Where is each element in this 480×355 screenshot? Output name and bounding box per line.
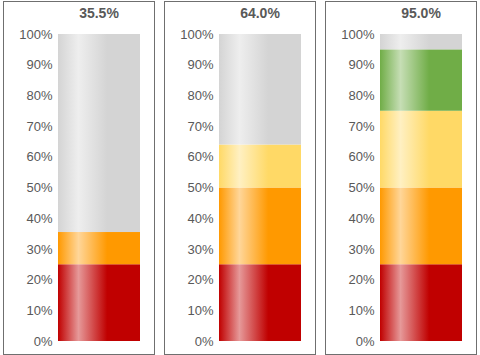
svg-text:90%: 90%	[26, 57, 52, 72]
svg-text:40%: 40%	[348, 211, 374, 226]
svg-text:90%: 90%	[187, 57, 213, 72]
svg-text:100%: 100%	[19, 27, 53, 42]
html-text:64.0%: 64.0%	[240, 5, 280, 21]
svg-text:40%: 40%	[26, 211, 52, 226]
svg-text:20%: 20%	[348, 272, 374, 287]
svg-text:60%: 60%	[348, 149, 374, 164]
svg-text:100%: 100%	[341, 27, 375, 42]
svg-text:40%: 40%	[187, 211, 213, 226]
html-text:35.5%: 35.5%	[79, 5, 119, 21]
svg-text:80%: 80%	[348, 88, 374, 103]
svg-text:10%: 10%	[187, 303, 213, 318]
svg-text:10%: 10%	[26, 303, 52, 318]
svg-text:100%: 100%	[180, 27, 214, 42]
svg-text:80%: 80%	[26, 88, 52, 103]
svg-text:30%: 30%	[348, 242, 374, 257]
svg-text:10%: 10%	[348, 303, 374, 318]
svg-text:80%: 80%	[187, 88, 213, 103]
svg-text:60%: 60%	[26, 149, 52, 164]
svg-text:50%: 50%	[348, 180, 374, 195]
svg-text:30%: 30%	[187, 242, 213, 257]
svg-text:20%: 20%	[187, 272, 213, 287]
svg-text:50%: 50%	[187, 180, 213, 195]
svg-text:70%: 70%	[348, 119, 374, 134]
svg-text:20%: 20%	[26, 272, 52, 287]
svg-text:70%: 70%	[26, 119, 52, 134]
svg-text:0%: 0%	[356, 334, 375, 349]
svg-text:70%: 70%	[187, 119, 213, 134]
svg-text:0%: 0%	[195, 334, 214, 349]
svg-text:50%: 50%	[26, 180, 52, 195]
svg-text:90%: 90%	[348, 57, 374, 72]
svg-text:60%: 60%	[187, 149, 213, 164]
html-text:95.0%: 95.0%	[401, 5, 441, 21]
svg-text:30%: 30%	[26, 242, 52, 257]
svg-text:0%: 0%	[34, 334, 53, 349]
